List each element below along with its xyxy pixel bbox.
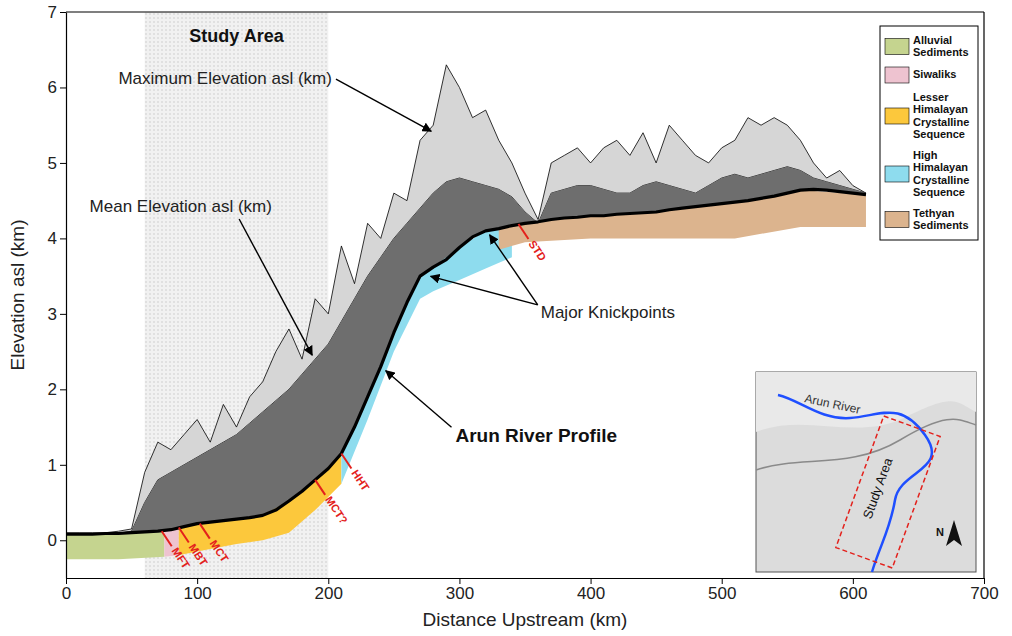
y-tick-mark [60,87,66,88]
x-tick-label: 300 [446,584,474,603]
legend: AlluvialSediments Siwaliks LesserHimalayan… [880,26,978,240]
fault-trace [341,453,351,468]
y-tick: 0 [48,531,66,550]
frame-right [983,12,984,578]
y-tick-label: 1 [48,456,57,475]
x-tick: 200 [315,578,343,603]
y-tick-label: 2 [48,380,57,399]
legend-label: Siwaliks [913,68,956,80]
x-tick-label: 500 [708,584,736,603]
elevation-area [66,65,866,534]
x-tick: 400 [577,578,605,603]
y-axis: 0 1 2 3 4 5 6 7 [48,3,67,579]
inset-study-box [836,416,940,568]
frame-top [66,11,984,12]
y-tick-label: 5 [48,154,57,173]
fault-trace [179,527,189,542]
legend-label: AlluvialSediments [913,34,969,59]
x-tick-label: 600 [839,584,867,603]
study-area-label: Study Area [189,26,284,46]
y-tick: 4 [48,229,66,248]
elevation-area [66,167,866,535]
x-tick-label: 0 [62,584,71,603]
y-tick-label: 3 [48,305,57,324]
inset-border [756,419,976,470]
chart: 0 100 200 300 400 500 600 700 0 1 2 3 4 5 6 7 Distance U… [0,0,1012,636]
y-tick-mark [60,465,66,466]
legend-label: LesserHimalayanCrystallineSequence [913,91,969,141]
x-axis: 0 100 200 300 400 500 600 700 [62,578,999,603]
x-tick-label: 400 [577,584,605,603]
y-tick: 3 [48,305,66,324]
y-tick-mark [60,389,66,390]
y-tick-label: 7 [48,3,57,22]
y-tick-label: 6 [48,78,57,97]
inset-river [778,395,932,572]
x-tick-label: 200 [315,584,343,603]
fault-label: MCT? [323,494,350,526]
x-tick: 100 [183,578,211,603]
y-axis-line [66,13,67,579]
fault-trace [315,480,325,495]
legend-swatch [885,67,909,83]
legend-label: HighHimalayanCrystallineSequence [913,149,969,199]
annotation: Maximum Elevation asl (km) [118,69,332,88]
x-tick: 500 [708,578,736,603]
geology-unit [179,453,342,555]
y-tick: 5 [48,154,66,173]
north-label: N [936,526,944,538]
river-profile [66,189,866,534]
fault-trace [162,531,172,546]
y-tick-mark [60,238,66,239]
plot-area [66,12,866,578]
fault-label: MBT [187,541,210,568]
fault-label: HHT [349,468,372,494]
y-tick-mark [60,540,66,541]
x-axis-title: Distance Upstream (km) [423,609,628,630]
fault-trace [518,224,528,239]
y-tick-mark [60,314,66,315]
x-tick: 600 [839,578,867,603]
y-tick-label: 4 [48,229,57,248]
inset-map: Arun River Study Area N [756,372,976,572]
y-axis-title: Elevation asl (km) [7,220,28,371]
inset-relief [756,372,976,432]
north-arrow [946,520,962,546]
x-tick-label: 100 [183,584,211,603]
annotation-arrow [386,371,452,427]
y-tick-mark [60,12,66,13]
fault-label: MCT [208,538,231,565]
x-tick: 700 [970,578,998,603]
x-tick-label: 700 [970,584,998,603]
fault-trace [200,524,210,539]
y-tick: 6 [48,78,66,97]
y-tick-mark [60,163,66,164]
legend-swatch [885,108,909,124]
x-tick: 0 [62,578,71,603]
annotation-arrow [336,79,431,131]
y-tick: 2 [48,380,66,399]
x-axis-line [67,578,985,579]
inset-label: Study Area [860,455,896,521]
annotation: Major Knickpoints [541,303,675,322]
legend-swatch [885,39,909,55]
legend-frame [880,26,978,240]
inset-frame [756,372,976,572]
legend-swatch [885,212,909,228]
y-tick: 7 [48,3,66,22]
legend-label: TethyanSediments [913,207,969,232]
annotation-arrow [239,219,312,355]
annotation: Mean Elevation asl (km) [90,197,272,216]
fault-label: STD [526,238,548,263]
y-tick-label: 0 [48,531,57,550]
inset-label: Arun River [803,391,861,416]
x-tick: 300 [446,578,474,603]
annotation: Arun River Profile [455,425,617,446]
y-tick: 1 [48,456,66,475]
legend-swatch [885,166,909,182]
